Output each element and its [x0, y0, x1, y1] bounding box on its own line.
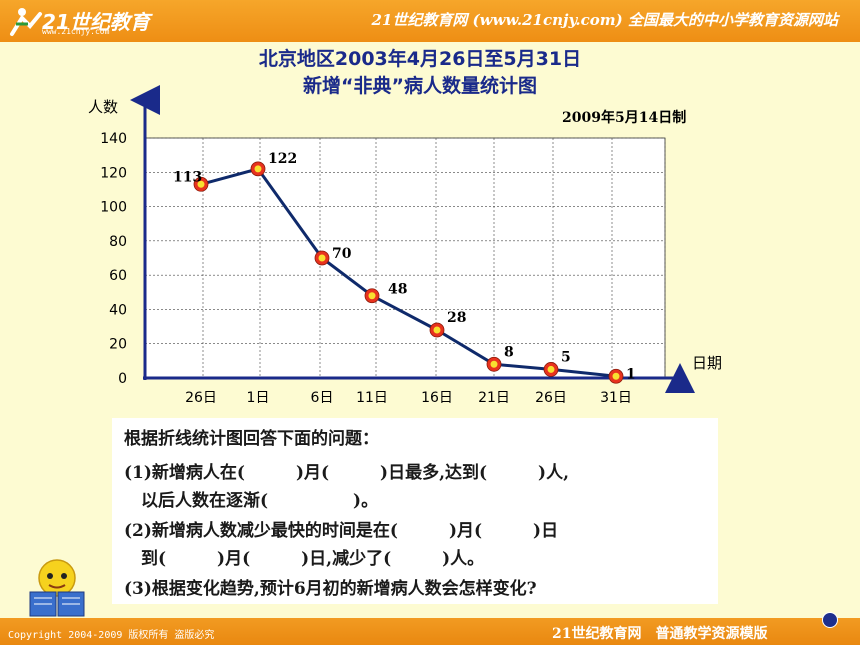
- logo-icon: [10, 8, 42, 36]
- data-label: 113: [173, 169, 202, 185]
- data-label: 28: [447, 310, 466, 326]
- question-panel: 根据折线统计图回答下面的问题： (1)新增病人在( )月( )日最多,达到( )…: [112, 418, 718, 604]
- x-tick-label: 11日: [356, 390, 388, 406]
- footer-dot-icon: [822, 612, 838, 628]
- question-2-line1: (2)新增病人数减少最快的时间是在( )月( )日: [124, 521, 559, 541]
- data-label: 8: [504, 344, 514, 360]
- chart-title-line2: 新增“非典”病人数量统计图: [303, 75, 537, 97]
- x-tick-label: 31日: [600, 390, 632, 406]
- x-tick-label: 6日: [311, 390, 334, 406]
- y-tick-label: 100: [100, 200, 127, 216]
- data-label: 122: [268, 151, 297, 167]
- question-2-line2: 到( )月( )日,减少了( )人。: [124, 549, 485, 569]
- x-tick-label: 26日: [535, 390, 567, 406]
- y-tick-label: 40: [109, 302, 127, 318]
- question-1-line1: (1)新增病人在( )月( )日最多,达到( )人,: [124, 463, 570, 483]
- footer-bar: Copyright 2004-2009 版权所有 盗版必究 21世纪教育网 普通…: [0, 612, 860, 645]
- logo-text: 21世纪教育: [42, 10, 150, 34]
- chart-date-note: 2009年5月14日制: [562, 110, 687, 126]
- chart-title: 北京地区2003年4月26日至5月31日 新增“非典”病人数量统计图: [180, 46, 660, 100]
- site-banner: 21世纪教育网 (www.21cnjy.com) 全国最大的中小学教育资源网站: [371, 11, 838, 29]
- header-bar: 21世纪教育 www.21cnjy.com 21世纪教育网 (www.21cnj…: [0, 0, 860, 42]
- data-point-center: [433, 326, 441, 334]
- question-1-line2: 以后人数在逐渐( )。: [124, 491, 379, 511]
- data-point-center: [612, 372, 620, 380]
- data-point-center: [490, 360, 498, 368]
- data-label: 5: [561, 349, 571, 365]
- x-tick-label: 21日: [478, 390, 510, 406]
- data-point-center: [197, 180, 205, 188]
- chart-title-line1: 北京地区2003年4月26日至5月31日: [258, 48, 582, 70]
- y-axis-label: 人数: [88, 98, 118, 116]
- y-tick-label: 120: [100, 165, 127, 181]
- data-point-center: [318, 254, 326, 262]
- x-tick-label: 26日: [185, 390, 217, 406]
- data-label: 70: [332, 246, 352, 262]
- question-3: (3)根据变化趋势,预计6月初的新增病人数会怎样变化?: [124, 579, 537, 599]
- y-tick-label: 0: [118, 371, 127, 387]
- y-tick-label: 80: [109, 234, 127, 250]
- mascot-reading-icon: [29, 559, 85, 617]
- data-point-center: [368, 292, 376, 300]
- copyright-text: Copyright 2004-2009 版权所有 盗版必究: [8, 630, 215, 641]
- data-point-center: [254, 165, 262, 173]
- x-axis-label: 日期: [692, 354, 722, 372]
- data-label: 48: [388, 282, 407, 298]
- logo-url: www.21cnjy.com: [42, 27, 110, 36]
- data-point-center: [547, 365, 555, 373]
- question-intro: 根据折线统计图回答下面的问题：: [124, 429, 379, 449]
- data-label: 1: [626, 366, 636, 382]
- series-line: [200, 167, 617, 378]
- x-tick-label: 1日: [247, 390, 270, 406]
- x-tick-label: 16日: [421, 390, 453, 406]
- y-tick-label: 60: [109, 268, 127, 284]
- y-tick-label: 20: [109, 337, 127, 353]
- footer-brand: 21世纪教育网 普通教学资源模版: [552, 626, 768, 642]
- y-tick-label: 140: [100, 131, 127, 147]
- plot-area: [144, 137, 666, 379]
